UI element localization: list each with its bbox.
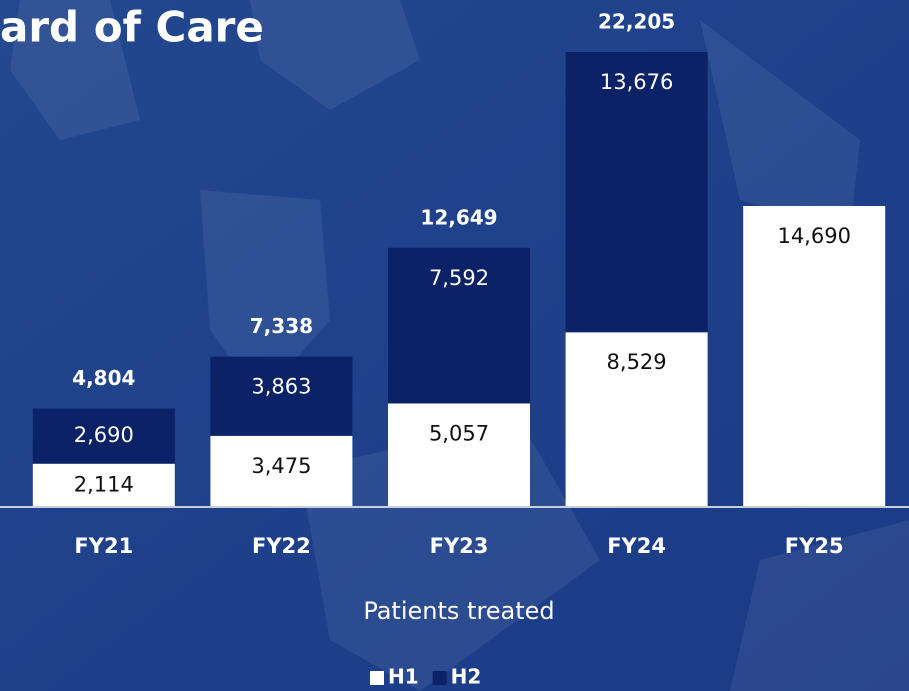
total-label: 7,338 [250, 314, 313, 338]
bar-segment [566, 52, 708, 332]
x-axis-title: Patients treated [363, 597, 554, 625]
data-label: 3,863 [251, 375, 311, 399]
data-label: 3,475 [251, 454, 311, 478]
chart-title: ard of Care [0, 3, 264, 52]
bar-segment [743, 206, 885, 507]
x-tick-label: FY23 [430, 534, 489, 558]
data-label: 7,592 [429, 266, 489, 290]
total-label: 4,804 [72, 366, 135, 390]
x-tick-label: FY24 [607, 534, 666, 558]
data-label: 5,057 [429, 421, 489, 445]
page: {"chart_data": { "type": "stacked-bar", … [0, 0, 909, 691]
legend-label: H1 [388, 665, 419, 689]
total-label: 12,649 [420, 205, 497, 229]
data-label: 13,676 [600, 70, 673, 94]
data-label: 2,690 [74, 423, 134, 447]
total-label: 22,205 [598, 10, 675, 34]
data-label: 8,529 [607, 350, 667, 374]
x-tick-label: FY21 [74, 534, 133, 558]
bar-segment [388, 403, 530, 507]
data-label: 14,690 [777, 224, 850, 248]
legend-label: H2 [451, 665, 482, 689]
data-label: 2,114 [74, 472, 134, 496]
chart: ard of Care Patients treated 2,114 2,690 4… [0, 0, 909, 691]
legend-swatch [433, 671, 447, 685]
x-tick-label: FY22 [252, 534, 311, 558]
legend-swatch [370, 671, 384, 685]
x-tick-label: FY25 [785, 534, 844, 558]
